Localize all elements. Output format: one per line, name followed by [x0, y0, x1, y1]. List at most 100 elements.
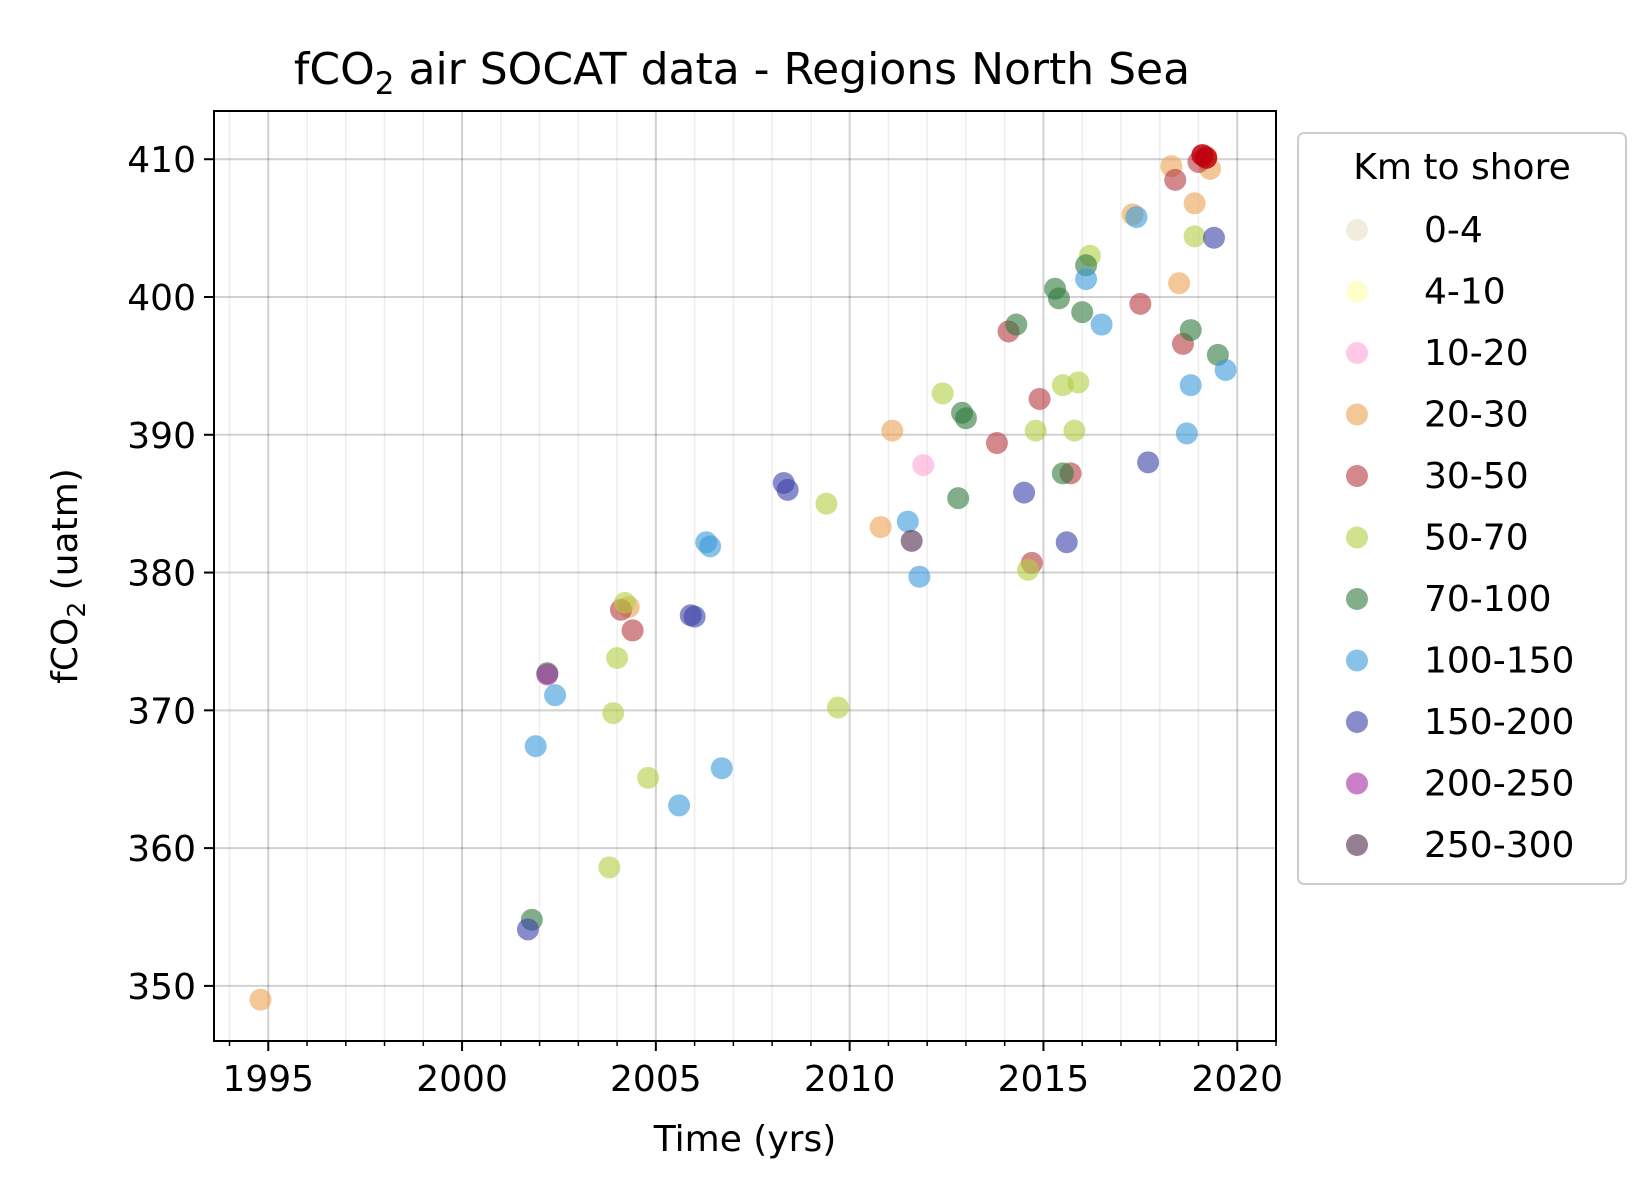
legend-label-0-4: 0-4	[1424, 210, 1483, 251]
data-point-150-200km	[1013, 481, 1036, 504]
legend-box	[1297, 132, 1627, 885]
legend-label-150-200: 150-200	[1424, 702, 1574, 743]
legend: Km to shore 0-4 4-10 10-20 20-30 30-50 50-70 7…	[1297, 132, 1627, 885]
data-point-30-50km	[985, 432, 1008, 455]
data-point-70-100km	[1179, 319, 1202, 342]
y-tick-label: 390	[127, 416, 196, 457]
data-point-50-70km	[815, 492, 838, 515]
data-point-70-100km	[1071, 301, 1094, 324]
y-label-prefix: fCO	[45, 618, 86, 684]
legend-label-100-150: 100-150	[1424, 641, 1574, 682]
data-point-150-200km	[516, 918, 539, 941]
x-tick-label: 2015	[998, 1059, 1090, 1100]
legend-title: Km to shore	[1353, 147, 1570, 188]
data-point-30-50km	[1164, 168, 1187, 191]
legend-marker-20-30	[1346, 403, 1368, 426]
data-point-150-200km	[1055, 531, 1078, 554]
data-point-100-150km	[896, 510, 919, 533]
y-label-subscript: 2	[62, 602, 91, 618]
data-point-50-70km	[827, 696, 850, 719]
data-point-50-70km	[1063, 419, 1086, 442]
x-tick-label: 2010	[804, 1059, 896, 1100]
y-tick-label: 400	[127, 278, 196, 319]
y-tick-label: 350	[127, 967, 196, 1008]
data-point-70-100km	[954, 407, 977, 430]
legend-label-20-30: 20-30	[1424, 395, 1529, 436]
data-point-100-150km	[1214, 359, 1237, 382]
legend-label-30-50: 30-50	[1424, 456, 1529, 497]
legend-label-4-10: 4-10	[1424, 272, 1506, 313]
data-point-50-70km	[637, 766, 660, 789]
data-point-20-30km	[881, 419, 904, 442]
data-point-70-100km	[1005, 313, 1028, 336]
data-point-100-150km	[544, 684, 567, 707]
data-point-150-200km	[683, 605, 706, 628]
data-point-30-50km	[621, 619, 644, 642]
data-point-150-200km	[1202, 226, 1225, 249]
y-tick-label: 360	[127, 829, 196, 870]
data-point-20-30km	[1183, 192, 1206, 215]
title-suffix: air SOCAT data - Regions North Sea	[395, 44, 1191, 95]
data-point-100-150km	[1125, 206, 1148, 229]
data-point-50-70km	[613, 591, 636, 614]
legend-marker-10-20	[1346, 342, 1368, 364]
data-point-50-70km	[1016, 558, 1039, 581]
data-point-20-30km	[1168, 272, 1191, 295]
data-point-100-150km	[1090, 313, 1113, 336]
data-point-10-20km	[912, 454, 935, 477]
data-point-100-150km	[524, 735, 547, 758]
data-point-50-70km	[1024, 419, 1047, 442]
y-tick-label: 410	[127, 140, 196, 181]
legend-marker-70-100	[1346, 588, 1368, 610]
legend-items: 0-4 4-10 10-20 20-30 30-50 50-70 70-100 100-150…	[1346, 210, 1574, 866]
x-tick-label: 2000	[416, 1059, 508, 1100]
legend-marker-0-4	[1346, 219, 1368, 241]
data-point-100-150km	[908, 565, 931, 588]
legend-marker-250-300	[1346, 834, 1368, 856]
legend-label-250-300: 250-300	[1424, 825, 1574, 866]
data-point-50-70km	[602, 702, 625, 725]
chart-title: fCO2 air SOCAT data - Regions North Sea	[294, 44, 1190, 102]
y-tick-label: 370	[127, 691, 196, 732]
x-tick-label: 2005	[610, 1059, 702, 1100]
plot-frame	[213, 110, 1277, 1042]
data-point-70-100km	[1051, 462, 1074, 485]
data-point-100-150km	[1179, 374, 1202, 397]
data-point-100-150km	[699, 535, 722, 558]
data-point-70-100km	[1047, 287, 1070, 310]
legend-marker-30-50	[1346, 465, 1368, 487]
data-point-150-200km	[1137, 451, 1160, 474]
legend-marker-150-200	[1346, 711, 1368, 733]
legend-label-10-20: 10-20	[1424, 333, 1529, 374]
title-subscript: 2	[375, 66, 395, 102]
data-points	[249, 144, 1237, 1011]
data-point-30-50km	[1028, 387, 1051, 410]
data-point-50-70km	[1183, 225, 1206, 248]
data-point-50-70km	[1067, 371, 1090, 394]
y-axis-label: fCO2 (uatm)	[45, 468, 91, 684]
legend-marker-4-10	[1346, 280, 1368, 303]
data-point-20-30km	[249, 988, 272, 1011]
legend-label-200-250: 200-250	[1424, 764, 1574, 805]
legend-label-50-70: 50-70	[1424, 518, 1529, 559]
data-point-100-150km	[710, 757, 733, 780]
data-point-100-150km	[668, 794, 691, 817]
y-axis: 350 360 370 380 390 400 410	[127, 140, 214, 1008]
data-point-70-100km	[947, 487, 970, 510]
legend-label-70-100: 70-100	[1424, 579, 1552, 620]
x-axis: 1995 2000 2005 2010 2015 2020	[222, 1041, 1283, 1100]
legend-marker-200-250	[1346, 772, 1368, 795]
data-point-100-150km	[1175, 422, 1198, 445]
x-tick-label: 2020	[1191, 1059, 1283, 1100]
legend-marker-50-70	[1346, 526, 1368, 549]
x-axis-label: Time (yrs)	[653, 1119, 837, 1160]
y-tick-label: 380	[127, 554, 196, 595]
major-grid	[214, 111, 1276, 1041]
data-point-150-200km	[776, 478, 799, 501]
data-point-50-70km	[931, 382, 954, 405]
data-point-200-250km	[536, 663, 559, 686]
data-point-50-70km	[606, 646, 629, 669]
data-point-30-50km	[1129, 292, 1152, 315]
